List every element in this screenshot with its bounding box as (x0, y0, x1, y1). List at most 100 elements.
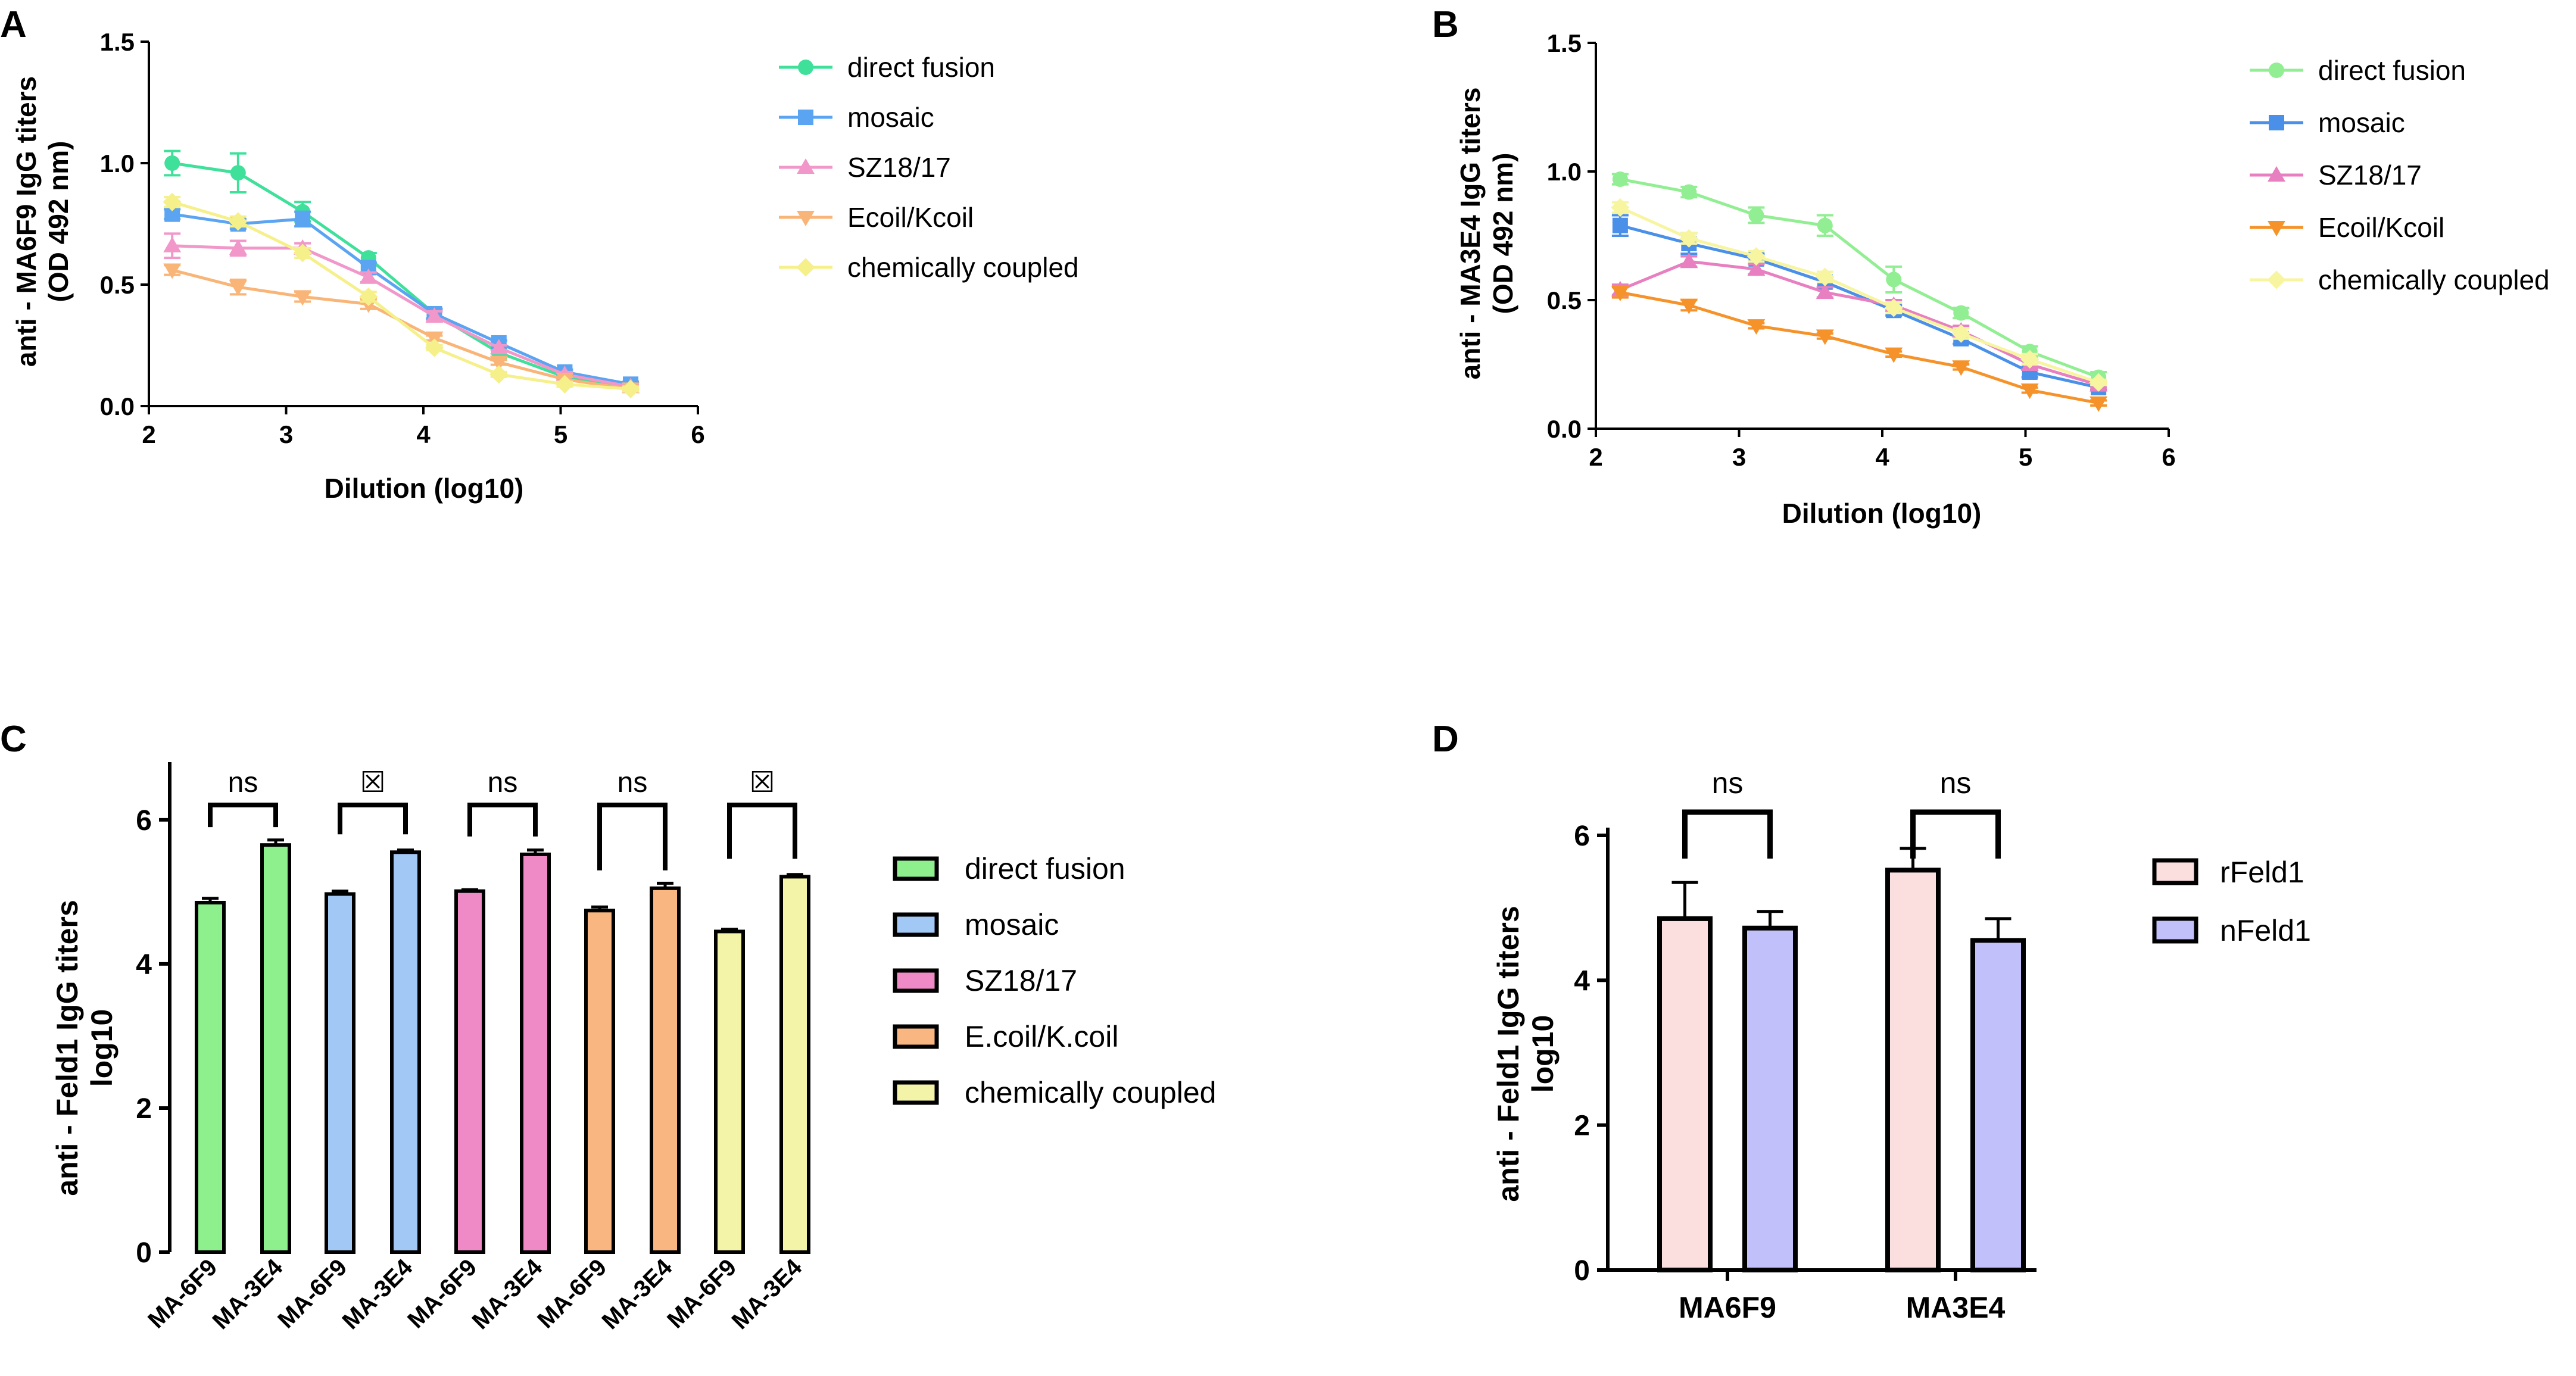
legend-marker (2267, 270, 2286, 289)
data-point (1816, 267, 1835, 286)
y-tick-label: 1.5 (100, 28, 135, 56)
bar (520, 852, 551, 1254)
data-point (293, 244, 312, 263)
legend-label: mosaic (847, 102, 934, 133)
data-point (1679, 229, 1698, 248)
data-point (163, 192, 182, 211)
data-point (425, 307, 444, 323)
legend-marker (797, 210, 815, 226)
ylabel-c-line1: anti - Feld1 IgG titers (51, 900, 84, 1196)
legend-label: mosaic (2318, 107, 2405, 138)
x-tick-label: 6 (2162, 443, 2175, 471)
x-tick-label: MA-3E4 (467, 1254, 548, 1334)
legend-label: chemically coupled (847, 252, 1079, 283)
series-line (1620, 224, 2099, 389)
ylabel-d-line1: anti - Feld1 IgG titers (1492, 906, 1525, 1202)
legend-d: rFeld1 nFeld1 (2152, 856, 2311, 947)
panel-label-d: D (1432, 719, 1459, 760)
data-point (229, 212, 248, 231)
legend-label: chemically coupled (2318, 264, 2550, 295)
bar (195, 901, 226, 1254)
data-point (1748, 207, 1764, 223)
data-point (359, 287, 378, 306)
significance-bracket (1910, 809, 2001, 859)
data-point (1747, 260, 1766, 276)
data-point (2020, 383, 2039, 400)
y-tick-label: 4 (136, 949, 152, 981)
x-tick-label: 5 (2019, 443, 2032, 471)
data-point (489, 365, 509, 384)
series-line (1620, 177, 2100, 379)
data-point (1816, 329, 1834, 345)
data-point (621, 379, 640, 399)
y-tick-label: 0 (136, 1237, 152, 1269)
legend-label: Ecoil/Kcoil (847, 202, 974, 233)
y-tick-label: 0 (1574, 1255, 1590, 1287)
xlabel-b: Dilution (log10) (1782, 498, 1982, 529)
legend-label: Ecoil/Kcoil (2318, 212, 2444, 243)
legend-c: direct fusion mosaic SZ18/17 E.coil/K.coil c… (893, 852, 1216, 1109)
legend-a: direct fusion mosaic SZ18/17 Ecoil/Kcoil che… (779, 52, 1079, 283)
significance-label: ns (488, 767, 518, 798)
legend-label: direct fusion (965, 852, 1125, 885)
y-tick-label: 6 (136, 805, 152, 837)
data-point (1885, 347, 1903, 363)
plot-area-a: 0.0 0.5 1.0 1.5 2 3 4 5 6 (100, 28, 705, 448)
y-tick-label: 1.0 (1547, 158, 1582, 186)
y-tick-label: 4 (1574, 965, 1590, 997)
data-point (229, 280, 247, 297)
data-point (1951, 324, 1970, 343)
series-line (172, 244, 631, 388)
xlabel-a: Dilution (log10) (325, 473, 524, 504)
legend-label: mosaic (965, 908, 1059, 941)
significance-label: ns (1712, 766, 1744, 800)
ylabel-b-line1: anti - MA3E4 IgG titers (1455, 88, 1486, 380)
x-tick-label: 3 (1732, 443, 1746, 471)
data-point (1952, 360, 1970, 376)
y-tick-label: 1.5 (1547, 29, 1582, 57)
legend-label: nFeld1 (2220, 914, 2311, 947)
legend-label: rFeld1 (2220, 856, 2304, 889)
bar (1657, 916, 1713, 1272)
legend-swatch (893, 968, 939, 993)
data-point (2020, 350, 2039, 369)
ylabel-a-line1: anti - MA6F9 IgG titers (11, 76, 42, 367)
y-tick-label: 0.0 (1547, 415, 1582, 443)
x-tick-label: 2 (1589, 443, 1602, 471)
significance-bracket (208, 803, 278, 828)
x-tick-label: 4 (416, 420, 431, 448)
legend-label: direct fusion (2318, 55, 2466, 86)
data-point (230, 165, 246, 181)
data-point (1611, 285, 1629, 301)
x-tick-label: MA3E4 (1906, 1291, 2006, 1324)
legend-swatch (2152, 916, 2198, 944)
data-point (229, 239, 247, 255)
data-point (555, 375, 575, 394)
data-point (1747, 319, 1766, 335)
data-point (1886, 272, 1902, 288)
legend-marker (798, 60, 813, 75)
legend-swatch (893, 1024, 939, 1049)
panel-label-b: B (1432, 4, 1459, 45)
legend-label: SZ18/17 (2318, 160, 2422, 191)
legend-label: E.coil/K.coil (965, 1020, 1118, 1053)
panel-label-c: C (0, 719, 27, 760)
data-point (1612, 217, 1628, 233)
significance-label: ☒ (360, 767, 385, 798)
x-tick-label: MA-3E4 (597, 1254, 678, 1334)
data-point (164, 155, 180, 171)
series-line (1619, 260, 2099, 386)
bar (390, 850, 421, 1254)
panel-a: A anti - MA6F9 IgG titers (OD 492 nm) 0.… (0, 4, 1079, 504)
data-point (1612, 171, 1628, 187)
data-point (163, 236, 182, 252)
data-point (425, 338, 444, 357)
data-point (489, 355, 508, 372)
plot-area-c: 0246MA-6F9MA-3E4nsMA-6F9MA-3E4☒MA-6F9MA-… (136, 762, 810, 1334)
y-tick-label: 2 (1574, 1110, 1590, 1142)
data-point (1681, 184, 1697, 200)
legend-swatch (893, 912, 939, 937)
legend-marker (2268, 166, 2285, 182)
panel-b: B anti - MA3E4 IgG titers (OD 492 nm) 0.… (1432, 4, 2550, 529)
